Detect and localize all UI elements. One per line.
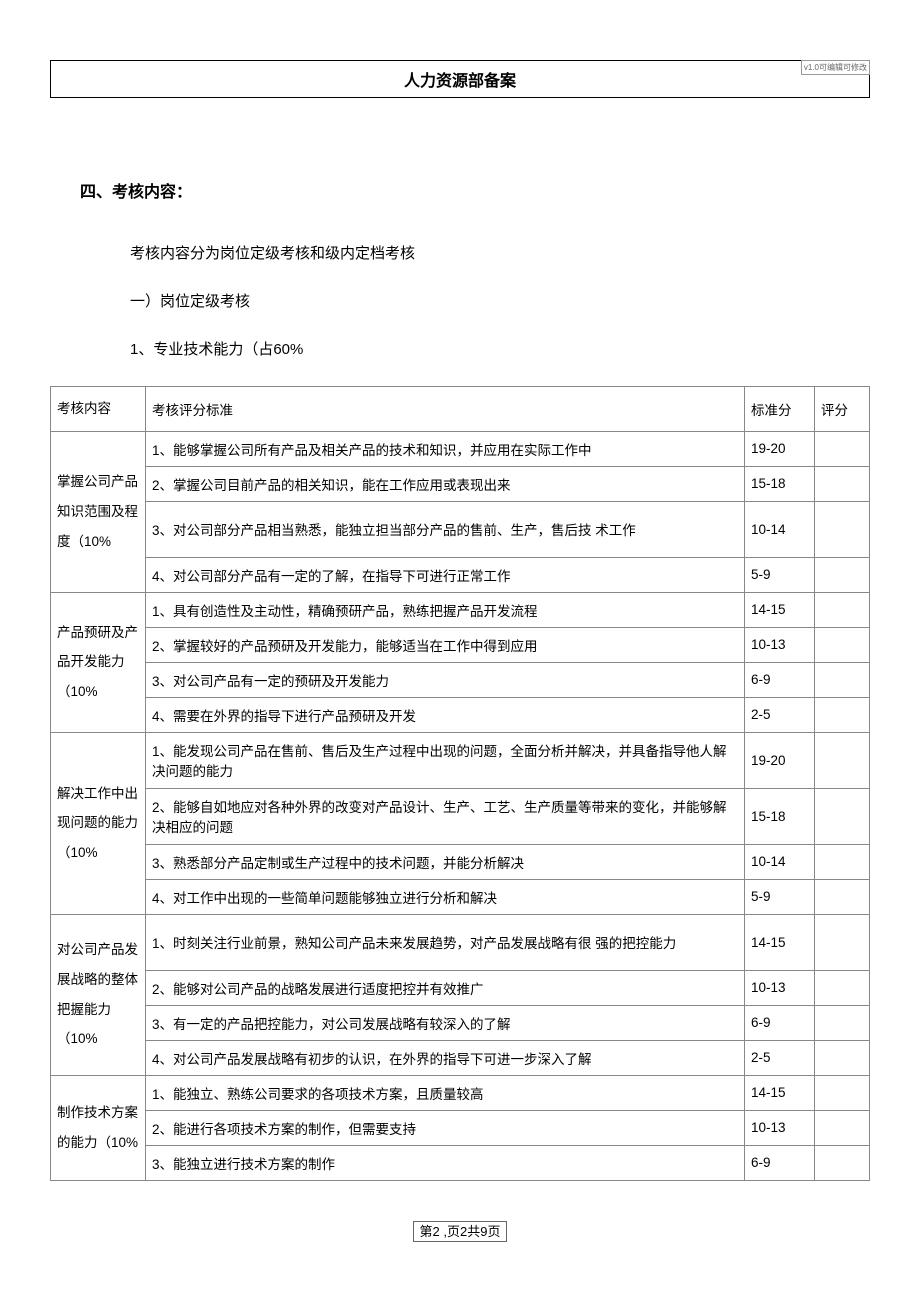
category-cell: 掌握公司产品知识范围及程 度（10% [51, 431, 146, 592]
header-content: 考核内容 [51, 387, 146, 432]
std-score-cell: 2-5 [745, 697, 815, 732]
category-cell: 解决工作中出现问题的能力（10% [51, 732, 146, 914]
sub1-title: 一）岗位定级考核 [130, 290, 870, 314]
criteria-cell: 3、有一定的产品把控能力，对公司发展战略有较深入的了解 [146, 1005, 745, 1040]
criteria-cell: 2、能够对公司产品的战略发展进行适度把控并有效推广 [146, 970, 745, 1005]
score-cell [815, 1110, 870, 1145]
std-score-cell: 6-9 [745, 1005, 815, 1040]
score-cell [815, 732, 870, 788]
score-cell [815, 592, 870, 627]
score-cell [815, 1005, 870, 1040]
table-row: 4、需要在外界的指导下进行产品预研及开发2-5 [51, 697, 870, 732]
header-criteria: 考核评分标准 [146, 387, 745, 432]
table-row: 4、对公司部分产品有一定的了解，在指导下可进行正常工作5-9 [51, 557, 870, 592]
std-score-cell: 14-15 [745, 914, 815, 970]
table-row: 4、对工作中出现的一些简单问题能够独立进行分析和解决5-9 [51, 879, 870, 914]
score-cell [815, 466, 870, 501]
criteria-cell: 2、掌握公司目前产品的相关知识，能在工作应用或表现出来 [146, 466, 745, 501]
score-cell [815, 557, 870, 592]
table-row: 4、对公司产品发展战略有初步的认识，在外界的指导下可进一步深入了解2-5 [51, 1040, 870, 1075]
criteria-cell: 1、时刻关注行业前景，熟知公司产品未来发展趋势，对产品发展战略有很 强的把控能力 [146, 914, 745, 970]
page-footer: 第2 ,页2共9页 [50, 1221, 870, 1240]
table-row: 掌握公司产品知识范围及程 度（10%1、能够掌握公司所有产品及相关产品的技术和知… [51, 431, 870, 466]
criteria-cell: 1、能独立、熟练公司要求的各项技术方案，且质量较高 [146, 1075, 745, 1110]
criteria-cell: 2、能够自如地应对各种外界的改变对产品设计、生产、工艺、生产质量等带来的变化，并… [146, 788, 745, 844]
criteria-cell: 4、需要在外界的指导下进行产品预研及开发 [146, 697, 745, 732]
std-score-cell: 10-13 [745, 970, 815, 1005]
std-score-cell: 10-14 [745, 501, 815, 557]
watermark-badge: v1.0可编辑可修改 [801, 60, 870, 75]
std-score-cell: 19-20 [745, 732, 815, 788]
table-row: 3、有一定的产品把控能力，对公司发展战略有较深入的了解6-9 [51, 1005, 870, 1040]
section-4-title: 四、考核内容： [80, 178, 870, 202]
criteria-cell: 3、对公司部分产品相当熟悉，能独立担当部分产品的售前、生产，售后技 术工作 [146, 501, 745, 557]
table-row: 产品预研及产品开发能力（10%1、具有创造性及主动性，精确预研产品，熟练把握产品… [51, 592, 870, 627]
table-row: 对公司产品发展战略的整体把握能力（10%1、时刻关注行业前景，熟知公司产品未来发… [51, 914, 870, 970]
score-cell [815, 1075, 870, 1110]
std-score-cell: 10-14 [745, 844, 815, 879]
category-cell: 制作技术方案的能力（10% [51, 1075, 146, 1180]
table-row: 2、能够自如地应对各种外界的改变对产品设计、生产、工艺、生产质量等带来的变化，并… [51, 788, 870, 844]
score-cell [815, 788, 870, 844]
page-number: 第2 ,页2共9页 [413, 1221, 508, 1242]
criteria-cell: 3、熟悉部分产品定制或生产过程中的技术问题，并能分析解决 [146, 844, 745, 879]
std-score-cell: 5-9 [745, 879, 815, 914]
score-cell [815, 1040, 870, 1075]
category-cell: 产品预研及产品开发能力（10% [51, 592, 146, 732]
table-row: 3、能独立进行技术方案的制作6-9 [51, 1145, 870, 1180]
score-cell [815, 1145, 870, 1180]
assessment-table: 考核内容 考核评分标准 标准分 评分 掌握公司产品知识范围及程 度（10%1、能… [50, 386, 870, 1181]
score-cell [815, 431, 870, 466]
std-score-cell: 2-5 [745, 1040, 815, 1075]
score-cell [815, 501, 870, 557]
table-row: 3、对公司部分产品相当熟悉，能独立担当部分产品的售前、生产，售后技 术工作10-… [51, 501, 870, 557]
hr-record-header: 人力资源部备案 [50, 60, 870, 98]
criteria-cell: 3、对公司产品有一定的预研及开发能力 [146, 662, 745, 697]
score-cell [815, 914, 870, 970]
score-cell [815, 879, 870, 914]
header-score: 评分 [815, 387, 870, 432]
std-score-cell: 15-18 [745, 788, 815, 844]
criteria-cell: 4、对工作中出现的一些简单问题能够独立进行分析和解决 [146, 879, 745, 914]
table-row: 制作技术方案的能力（10%1、能独立、熟练公司要求的各项技术方案，且质量较高14… [51, 1075, 870, 1110]
category-cell: 对公司产品发展战略的整体把握能力（10% [51, 914, 146, 1075]
std-score-cell: 14-15 [745, 592, 815, 627]
table-row: 2、掌握公司目前产品的相关知识，能在工作应用或表现出来15-18 [51, 466, 870, 501]
score-cell [815, 627, 870, 662]
table-row: 解决工作中出现问题的能力（10%1、能发现公司产品在售前、售后及生产过程中出现的… [51, 732, 870, 788]
criteria-cell: 1、能发现公司产品在售前、售后及生产过程中出现的问题，全面分析并解决，并具备指导… [146, 732, 745, 788]
criteria-cell: 1、能够掌握公司所有产品及相关产品的技术和知识，并应用在实际工作中 [146, 431, 745, 466]
criteria-cell: 4、对公司产品发展战略有初步的认识，在外界的指导下可进一步深入了解 [146, 1040, 745, 1075]
std-score-cell: 14-15 [745, 1075, 815, 1110]
score-cell [815, 970, 870, 1005]
std-score-cell: 5-9 [745, 557, 815, 592]
std-score-cell: 6-9 [745, 662, 815, 697]
intro-text: 考核内容分为岗位定级考核和级内定档考核 [130, 242, 870, 266]
criteria-cell: 2、掌握较好的产品预研及开发能力，能够适当在工作中得到应用 [146, 627, 745, 662]
table-header-row: 考核内容 考核评分标准 标准分 评分 [51, 387, 870, 432]
table-row: 2、掌握较好的产品预研及开发能力，能够适当在工作中得到应用10-13 [51, 627, 870, 662]
std-score-cell: 15-18 [745, 466, 815, 501]
header-std: 标准分 [745, 387, 815, 432]
sub1-1-title: 1、专业技术能力（占60% [130, 338, 870, 362]
table-row: 3、熟悉部分产品定制或生产过程中的技术问题，并能分析解决10-14 [51, 844, 870, 879]
criteria-cell: 3、能独立进行技术方案的制作 [146, 1145, 745, 1180]
table-row: 2、能进行各项技术方案的制作，但需要支持10-13 [51, 1110, 870, 1145]
criteria-cell: 1、具有创造性及主动性，精确预研产品，熟练把握产品开发流程 [146, 592, 745, 627]
criteria-cell: 2、能进行各项技术方案的制作，但需要支持 [146, 1110, 745, 1145]
score-cell [815, 697, 870, 732]
score-cell [815, 662, 870, 697]
std-score-cell: 19-20 [745, 431, 815, 466]
table-row: 3、对公司产品有一定的预研及开发能力6-9 [51, 662, 870, 697]
criteria-cell: 4、对公司部分产品有一定的了解，在指导下可进行正常工作 [146, 557, 745, 592]
table-row: 2、能够对公司产品的战略发展进行适度把控并有效推广10-13 [51, 970, 870, 1005]
score-cell [815, 844, 870, 879]
std-score-cell: 10-13 [745, 627, 815, 662]
std-score-cell: 10-13 [745, 1110, 815, 1145]
std-score-cell: 6-9 [745, 1145, 815, 1180]
